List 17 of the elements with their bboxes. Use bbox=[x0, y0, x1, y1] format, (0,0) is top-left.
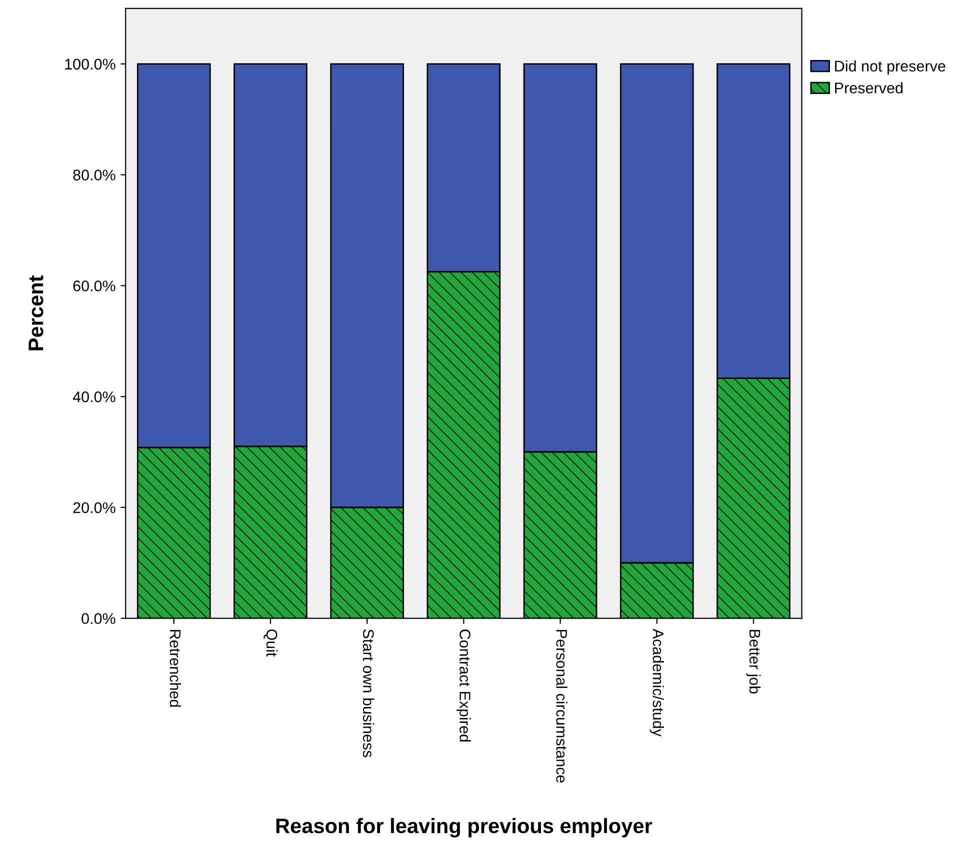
y-tick-label: 60.0% bbox=[73, 280, 116, 292]
x-tick-label: Academic/study bbox=[650, 628, 664, 737]
legend-label: Did not preserve bbox=[835, 60, 946, 75]
x-tick-label: Personal circumstance bbox=[556, 630, 568, 783]
x-tick-label: Quit bbox=[264, 629, 278, 657]
y-tick-label: 40.0% bbox=[72, 391, 116, 402]
x-tick-label: Start own business bbox=[362, 629, 374, 758]
x-tick-label: Retrenched bbox=[170, 630, 181, 707]
x-axis-title: Reason for leaving previous employer bbox=[276, 818, 652, 838]
x-tick-label: Better job bbox=[746, 630, 761, 694]
y-tick-label: 20.0% bbox=[73, 502, 116, 514]
y-tick-label: 100.0% bbox=[65, 58, 116, 70]
y-tick-label: 0.0% bbox=[82, 613, 116, 624]
legend-label: Preserved bbox=[835, 82, 903, 94]
y-axis-title: Percent bbox=[28, 275, 44, 350]
y-tick-label: 80.0% bbox=[73, 170, 116, 180]
x-tick-label: Contract Expired bbox=[456, 630, 471, 742]
